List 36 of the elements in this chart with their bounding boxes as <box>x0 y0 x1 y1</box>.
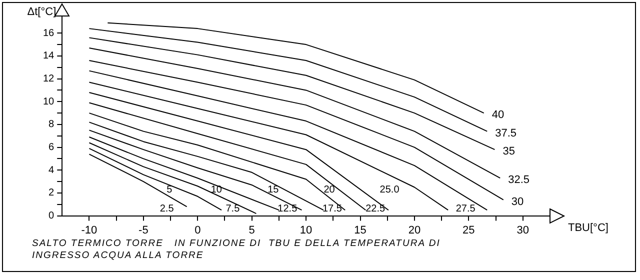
y-axis-title: Δt[°C] <box>27 6 56 18</box>
series-label: 15 <box>268 184 280 196</box>
series-label: 20 <box>324 184 336 196</box>
y-tick-label: 0 <box>48 210 55 222</box>
series-label: 32.5 <box>508 174 530 186</box>
x-tick-label: 0 <box>194 224 201 236</box>
series-label: 17.5 <box>322 204 342 215</box>
series-label: 12.5 <box>278 204 298 215</box>
y-tick-label: 10 <box>43 96 55 108</box>
y-tick-label: 14 <box>43 50 55 62</box>
series-label: 37.5 <box>495 127 517 140</box>
series-label: 35 <box>502 146 515 158</box>
series-label: 22.5 <box>366 204 386 215</box>
x-tick-label: 10 <box>300 224 312 236</box>
x-tick-label: -10 <box>81 224 98 236</box>
series-label: 30 <box>511 196 524 208</box>
y-tick-label: 12 <box>43 74 55 85</box>
y-tick-label: 2 <box>48 188 55 199</box>
series-label: 2.5 <box>160 204 174 215</box>
x-tick-label: 15 <box>354 224 366 236</box>
x-tick-label: 20 <box>408 224 421 236</box>
series-label: 40 <box>492 109 504 122</box>
y-tick-label: 4 <box>48 164 55 176</box>
y-tick-label: 6 <box>48 142 55 154</box>
x-tick-label: 5 <box>248 224 255 236</box>
x-axis-title: TBU[°C] <box>568 222 608 234</box>
x-tick-label: -5 <box>138 224 148 236</box>
x-tick-label: 30 <box>516 224 530 236</box>
series-label: 27.5 <box>456 204 476 215</box>
series-label: 25.0 <box>380 184 400 196</box>
series-label: 5 <box>166 184 173 196</box>
text: SALTO TERMICO TORRE IN FUNZIONE DI TBU E DELLA TEMPERATURA DI INGRESSO ACQUA ALLA TORRE <box>32 238 442 262</box>
x-tick-label: 25 <box>462 224 475 236</box>
y-tick-label: 16 <box>43 28 55 39</box>
series-label: 7.5 <box>226 204 240 215</box>
y-tick-label: 8 <box>48 119 55 130</box>
